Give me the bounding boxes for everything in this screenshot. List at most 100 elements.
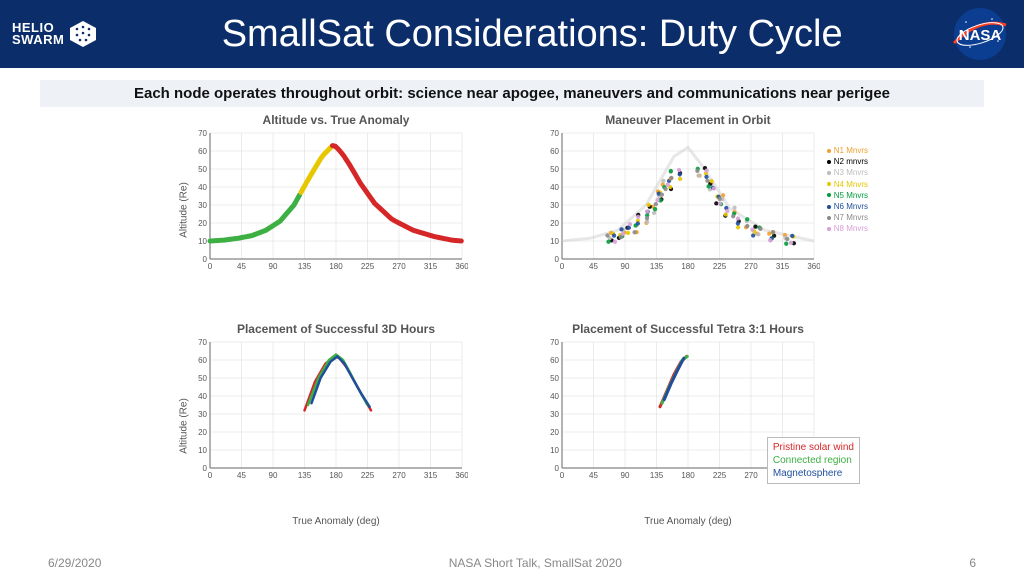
svg-text:45: 45 (237, 471, 246, 480)
chart-d-xlabel: True Anomaly (deg) (514, 516, 862, 527)
svg-text:90: 90 (621, 262, 630, 271)
svg-text:270: 270 (744, 471, 758, 480)
svg-text:180: 180 (329, 262, 343, 271)
svg-text:225: 225 (713, 262, 727, 271)
svg-text:70: 70 (550, 129, 559, 138)
svg-text:70: 70 (198, 129, 207, 138)
svg-text:360: 360 (807, 262, 820, 271)
chart-a-title: Altitude vs. True Anomaly (162, 113, 510, 127)
svg-text:10: 10 (550, 237, 559, 246)
svg-text:90: 90 (269, 471, 278, 480)
helio-swarm-logo: HELIO SWARM (12, 19, 98, 49)
legend-item: N4 Mnvrs (827, 179, 868, 190)
svg-text:270: 270 (392, 471, 406, 480)
legend-item: N6 Mnvrs (827, 201, 868, 212)
svg-text:70: 70 (550, 338, 559, 347)
svg-text:20: 20 (550, 219, 559, 228)
chart-a-ylabel: Altitude (Re) (178, 182, 189, 238)
svg-text:30: 30 (550, 410, 559, 419)
helio-text-2: SWARM (12, 34, 64, 46)
svg-text:0: 0 (560, 471, 565, 480)
svg-text:60: 60 (550, 356, 559, 365)
header: HELIO SWARM SmallSat Considerations: Dut… (0, 0, 1024, 68)
chart-maneuver-placement: Maneuver Placement in Orbit 0 10 20 30 40 50 6… (514, 113, 862, 318)
footer-date: 6/29/2020 (48, 556, 101, 570)
nasa-logo-icon: NASA (948, 7, 1012, 61)
svg-text:90: 90 (269, 262, 278, 271)
svg-text:90: 90 (621, 471, 630, 480)
svg-text:360: 360 (455, 262, 468, 271)
svg-text:50: 50 (198, 165, 207, 174)
chart-c-title: Placement of Successful 3D Hours (162, 322, 510, 336)
chart-grid: Altitude vs. True Anomaly Altitude (Re) … (162, 113, 862, 527)
svg-text:225: 225 (361, 262, 375, 271)
svg-text:50: 50 (550, 374, 559, 383)
legend-item: N5 Mnvrs (827, 190, 868, 201)
svg-text:0: 0 (208, 262, 213, 271)
legend-item: N3 Mnvrs (827, 167, 868, 178)
legend-item: Magnetosphere (773, 467, 854, 480)
svg-text:20: 20 (550, 428, 559, 437)
svg-text:180: 180 (681, 262, 695, 271)
chart-d-legend: Pristine solar windConnected regionMagne… (767, 437, 860, 484)
svg-text:0: 0 (560, 262, 565, 271)
chart-b-svg: 01020304050607004590135180225270315360 (540, 127, 820, 277)
helio-cube-icon (68, 19, 98, 49)
svg-text:30: 30 (198, 410, 207, 419)
svg-text:40: 40 (550, 392, 559, 401)
footer: 6/29/2020 NASA Short Talk, SmallSat 2020… (0, 556, 1024, 570)
svg-text:45: 45 (237, 262, 246, 271)
chart-b-legend: N1 MnvrsN2 mnvrsN3 MnvrsN4 MnvrsN5 Mnvrs… (827, 145, 868, 235)
svg-text:10: 10 (550, 446, 559, 455)
chart-3d-hours: Placement of Successful 3D Hours Altitud… (162, 322, 510, 527)
svg-text:40: 40 (550, 183, 559, 192)
footer-page: 6 (969, 556, 976, 570)
svg-text:135: 135 (298, 262, 312, 271)
legend-item: N2 mnvrs (827, 156, 868, 167)
svg-text:50: 50 (198, 374, 207, 383)
svg-text:70: 70 (198, 338, 207, 347)
svg-text:360: 360 (455, 471, 468, 480)
svg-text:180: 180 (681, 471, 695, 480)
svg-text:40: 40 (198, 183, 207, 192)
legend-item: N1 Mnvrs (827, 145, 868, 156)
svg-text:30: 30 (550, 201, 559, 210)
chart-a-svg: 01020304050607004590135180225270315360 (188, 127, 468, 277)
svg-text:40: 40 (198, 392, 207, 401)
legend-item: N7 Mnvrs (827, 212, 868, 223)
svg-text:270: 270 (744, 262, 758, 271)
footer-center: NASA Short Talk, SmallSat 2020 (449, 556, 622, 570)
svg-text:135: 135 (650, 262, 664, 271)
svg-text:45: 45 (589, 262, 598, 271)
svg-text:315: 315 (424, 262, 438, 271)
svg-text:45: 45 (589, 471, 598, 480)
chart-tetra-hours: Placement of Successful Tetra 3:1 Hours … (514, 322, 862, 527)
svg-text:0: 0 (208, 471, 213, 480)
svg-text:50: 50 (550, 165, 559, 174)
svg-text:20: 20 (198, 428, 207, 437)
svg-text:180: 180 (329, 471, 343, 480)
svg-text:10: 10 (198, 446, 207, 455)
svg-text:60: 60 (198, 147, 207, 156)
legend-item: N8 Mnvrs (827, 223, 868, 234)
chart-b-title: Maneuver Placement in Orbit (514, 113, 862, 127)
chart-c-xlabel: True Anomaly (deg) (162, 516, 510, 527)
svg-text:60: 60 (198, 356, 207, 365)
svg-text:270: 270 (392, 262, 406, 271)
chart-altitude-anomaly: Altitude vs. True Anomaly Altitude (Re) … (162, 113, 510, 318)
svg-text:225: 225 (361, 471, 375, 480)
svg-text:135: 135 (298, 471, 312, 480)
nasa-text: NASA (959, 27, 1002, 44)
chart-c-ylabel: Altitude (Re) (178, 398, 189, 454)
page-title: SmallSat Considerations: Duty Cycle (116, 13, 948, 56)
subtitle-bar: Each node operates throughout orbit: sci… (40, 80, 984, 107)
svg-text:60: 60 (550, 147, 559, 156)
svg-text:30: 30 (198, 201, 207, 210)
svg-text:315: 315 (776, 262, 790, 271)
chart-d-title: Placement of Successful Tetra 3:1 Hours (514, 322, 862, 336)
svg-text:225: 225 (713, 471, 727, 480)
svg-text:20: 20 (198, 219, 207, 228)
legend-item: Connected region (773, 454, 854, 467)
legend-item: Pristine solar wind (773, 441, 854, 454)
svg-text:135: 135 (650, 471, 664, 480)
